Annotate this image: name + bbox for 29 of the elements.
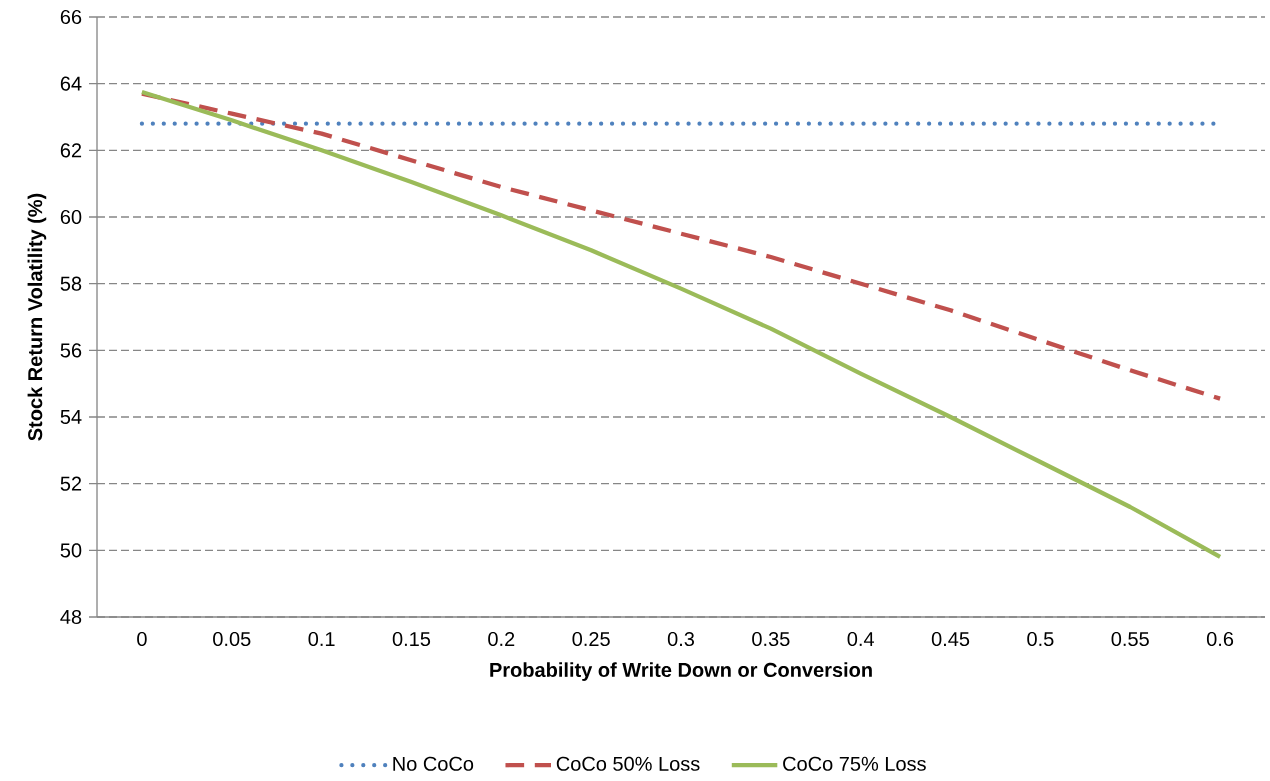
x-tick-label: 0.35 <box>752 631 790 647</box>
x-tick-label: 0.05 <box>213 631 251 647</box>
line-series <box>139 89 1223 560</box>
legend-label: CoCo 50% Loss <box>556 756 700 771</box>
y-tick-label: 64 <box>60 76 82 91</box>
y-axis-title: Stock Return Volatility (%) <box>27 193 47 441</box>
y-tick-label: 48 <box>60 609 82 625</box>
x-tick-label: 0.4 <box>847 631 875 647</box>
y-tick-label: 62 <box>60 143 82 158</box>
y-tick-label: 52 <box>60 476 82 491</box>
x-tick-label: 0.1 <box>308 631 335 647</box>
x-tick-label: 0.6 <box>1206 631 1234 647</box>
x-tick-label: 0.15 <box>392 631 431 647</box>
x-axis-title: Probability of Write Down or Conversion <box>490 662 872 681</box>
x-tick-label: 0.55 <box>1111 631 1149 647</box>
x-tick-label: 0.2 <box>488 631 515 647</box>
x-tick-label: 0.45 <box>931 631 970 647</box>
x-tick-label: 0.3 <box>667 631 695 647</box>
y-tick-label: 60 <box>60 209 82 225</box>
legend-label: CoCo 75% Loss <box>783 756 926 771</box>
x-tick-label: 0.25 <box>572 631 610 647</box>
y-tick-label: 50 <box>60 543 82 558</box>
y-tick-label: 54 <box>60 410 82 424</box>
y-tick-label: 66 <box>60 9 82 25</box>
legend-label: No CoCo <box>393 756 474 771</box>
y-tick-label: 58 <box>60 276 82 291</box>
x-tick-label: 0 <box>137 631 147 647</box>
x-tick-label: 0.5 <box>1027 631 1054 647</box>
y-tick-label: 56 <box>60 343 82 358</box>
